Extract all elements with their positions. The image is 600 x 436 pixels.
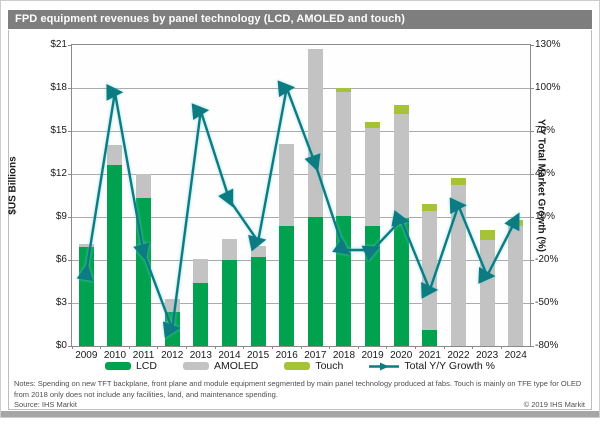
left-axis-tick-label: $3 bbox=[25, 297, 67, 308]
right-axis-tick-label: -50% bbox=[535, 297, 581, 308]
bottom-axis-tick bbox=[215, 346, 216, 349]
left-axis-tick-label: $15 bbox=[25, 125, 67, 136]
bottom-axis-tick bbox=[444, 346, 445, 349]
legend-item-amoled: AMOLED bbox=[183, 360, 258, 372]
right-axis-tick-label: -80% bbox=[535, 340, 581, 351]
right-axis-tick-label: 40% bbox=[535, 168, 581, 179]
right-axis-tick bbox=[530, 303, 534, 304]
legend-label-touch: Touch bbox=[315, 360, 343, 372]
bottom-axis-tick bbox=[358, 346, 359, 349]
bottom-axis-tick bbox=[301, 346, 302, 349]
right-axis-tick-label: -20% bbox=[535, 254, 581, 265]
left-axis-tick-label: $18 bbox=[25, 82, 67, 93]
left-axis-tick-label: $21 bbox=[25, 39, 67, 50]
legend-label-growth: Total Y/Y Growth % bbox=[404, 360, 495, 372]
bottom-axis-tick bbox=[157, 346, 158, 349]
bottom-axis-tick bbox=[472, 346, 473, 349]
legend-label-amoled: AMOLED bbox=[214, 360, 258, 372]
lcd-swatch-icon bbox=[105, 362, 131, 370]
chart-card: $US Billions Y/Y Total Market Growth (%)… bbox=[8, 30, 592, 410]
copyright: © 2019 IHS Markit bbox=[524, 400, 585, 409]
right-axis-tick bbox=[530, 346, 534, 347]
right-axis-tick-label: 10% bbox=[535, 211, 581, 222]
bottom-axis-tick bbox=[329, 346, 330, 349]
bottom-axis-tick bbox=[186, 346, 187, 349]
bottom-axis-tick bbox=[415, 346, 416, 349]
bottom-axis-tick bbox=[100, 346, 101, 349]
bottom-axis-tick bbox=[501, 346, 502, 349]
chart-source: Source: IHS Markit bbox=[14, 400, 77, 409]
right-axis-tick bbox=[530, 174, 534, 175]
legend-item-growth: Total Y/Y Growth % bbox=[369, 360, 495, 372]
left-axis-tick-label: $0 bbox=[25, 340, 67, 351]
bottom-axis-tick bbox=[243, 346, 244, 349]
page-title: FPD equipment revenues by panel technolo… bbox=[8, 10, 592, 29]
chart-notes: Notes: Spending on new TFT backplane, fr… bbox=[14, 379, 588, 400]
right-axis-tick bbox=[530, 131, 534, 132]
right-axis-tick bbox=[530, 217, 534, 218]
bottom-axis-tick bbox=[129, 346, 130, 349]
legend-item-lcd: LCD bbox=[105, 360, 157, 372]
touch-swatch-icon bbox=[284, 362, 310, 370]
left-axis-tick-label: $6 bbox=[25, 254, 67, 265]
legend-item-touch: Touch bbox=[284, 360, 343, 372]
growth-line bbox=[72, 45, 530, 346]
left-axis-tick-label: $12 bbox=[25, 168, 67, 179]
left-axis-tick-label: $9 bbox=[25, 211, 67, 222]
bottom-axis-tick bbox=[72, 346, 73, 349]
growth-line-icon bbox=[369, 362, 399, 371]
amoled-swatch-icon bbox=[183, 362, 209, 370]
right-axis-tick bbox=[530, 88, 534, 89]
right-axis-tick-label: 70% bbox=[535, 125, 581, 136]
right-axis-tick-label: 130% bbox=[535, 39, 581, 50]
right-axis-tick-label: 100% bbox=[535, 82, 581, 93]
legend-label-lcd: LCD bbox=[136, 360, 157, 372]
right-axis-tick bbox=[530, 260, 534, 261]
bottom-strip bbox=[0, 411, 600, 418]
legend: LCD AMOLED Touch Total Y/Y Growth % bbox=[9, 360, 591, 372]
bottom-axis-tick bbox=[386, 346, 387, 349]
bottom-axis-tick bbox=[272, 346, 273, 349]
right-axis-tick bbox=[530, 45, 534, 46]
